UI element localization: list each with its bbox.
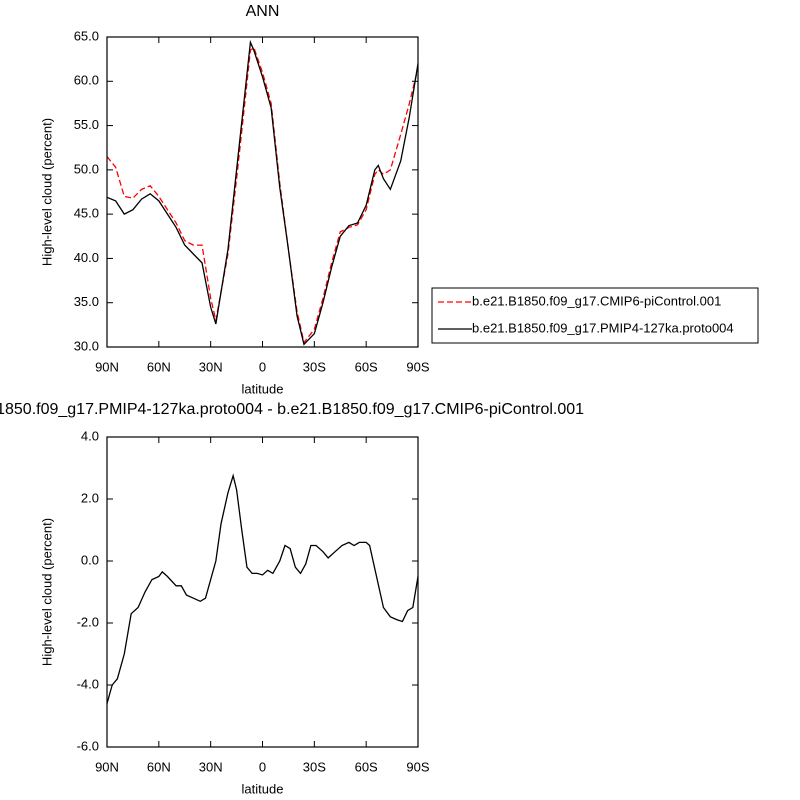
x-tick-label: 60N [147, 759, 171, 774]
x-tick-label: 90N [95, 359, 119, 374]
x-tick-label: 30N [199, 359, 223, 374]
x-tick-label: 90S [406, 359, 429, 374]
plot-frame [106, 436, 419, 748]
y-tick-label: 60.0 [74, 73, 99, 88]
y-tick-label: 35.0 [74, 294, 99, 309]
x-tick-label: 30S [303, 359, 326, 374]
x-tick-label: 30N [199, 759, 223, 774]
data-line [106, 46, 419, 345]
legend-box [431, 287, 759, 344]
x-tick-label: 30S [303, 759, 326, 774]
x-tick-label: 60S [355, 759, 378, 774]
x-tick-label: 90S [406, 759, 429, 774]
y-axis-label: High-level cloud (percent) [39, 518, 54, 666]
chart-title: ANN [246, 3, 280, 20]
legend-label: b.e21.B1850.f09_g17.CMIP6-piControl.001 [472, 293, 721, 308]
y-tick-label: -4.0 [77, 676, 99, 691]
panel: ANN latitude High-level cloud (percent) 90N… [39, 3, 759, 396]
y-tick-label: 4.0 [81, 428, 99, 443]
y-tick-label: 30.0 [74, 338, 99, 353]
x-tick-label: 0 [259, 759, 266, 774]
y-tick-label: -6.0 [77, 738, 99, 753]
y-tick-label: 2.0 [81, 490, 99, 505]
legend-label: b.e21.B1850.f09_g17.PMIP4-127ka.proto004 [472, 320, 734, 335]
y-tick-label: 0.0 [81, 552, 99, 567]
x-tick-label: 60N [147, 359, 171, 374]
y-tick-label: 55.0 [74, 117, 99, 132]
y-tick-label: -2.0 [77, 614, 99, 629]
plot-frame [106, 36, 419, 348]
y-tick-label: 65.0 [74, 28, 99, 43]
x-tick-label: 0 [259, 359, 266, 374]
data-line [106, 473, 419, 704]
y-tick-label: 50.0 [74, 161, 99, 176]
y-tick-label: 40.0 [74, 250, 99, 265]
y-axis-label: High-level cloud (percent) [39, 118, 54, 266]
x-tick-label: 60S [355, 359, 378, 374]
y-tick-label: 45.0 [74, 206, 99, 221]
x-tick-label: 90N [95, 759, 119, 774]
data-line [106, 39, 419, 346]
chart-title: b.e21.B1850.f09_g17.PMIP4-127ka.proto004… [0, 401, 584, 418]
panel: b.e21.B1850.f09_g17.PMIP4-127ka.proto004… [0, 401, 584, 796]
x-axis-label: latitude [242, 381, 284, 396]
x-axis-label: latitude [242, 781, 284, 796]
